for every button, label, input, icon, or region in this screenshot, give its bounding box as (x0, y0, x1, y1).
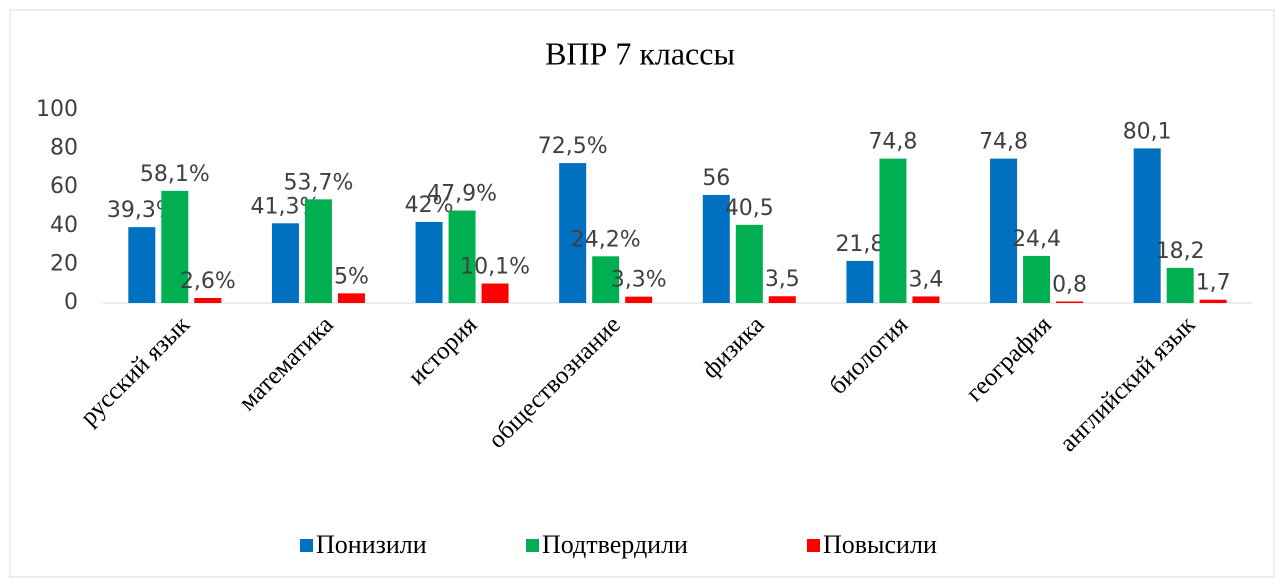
bar (990, 158, 1018, 303)
data-label: 72,5% (538, 134, 608, 159)
bar (1056, 301, 1084, 303)
data-label: 53,7% (283, 170, 353, 195)
bar (1166, 267, 1194, 303)
chart-title: ВПР 7 классы (545, 35, 735, 71)
bar (592, 256, 620, 303)
data-label: 80,1 (1123, 119, 1172, 144)
bar (194, 297, 222, 303)
bar (879, 158, 907, 303)
bar (448, 210, 476, 303)
bar (1199, 299, 1227, 303)
data-label: 1,7 (1196, 271, 1231, 296)
bar (559, 163, 587, 303)
bar (846, 260, 874, 303)
data-label: 5% (334, 264, 369, 289)
legend-label: Понизили (316, 530, 427, 559)
bar (415, 221, 443, 303)
bar (1133, 148, 1161, 303)
data-label: 21,8 (835, 232, 884, 257)
bar (735, 224, 763, 303)
data-label: 3,3% (611, 268, 667, 293)
data-label: 24,4 (1012, 227, 1061, 252)
data-label: 42% (405, 193, 454, 218)
bar (481, 283, 509, 303)
legend-label: Повысили (823, 530, 937, 559)
legend-label: Подтвердили (542, 530, 688, 559)
bar (304, 199, 332, 303)
bar (271, 223, 299, 303)
y-tick-label: 40 (50, 213, 78, 238)
legend-swatch (526, 539, 539, 552)
y-tick-label: 20 (50, 251, 78, 276)
data-label: 3,4 (908, 267, 943, 292)
bar (912, 296, 940, 303)
y-tick-label: 60 (50, 174, 78, 199)
data-label: 47,9% (427, 182, 497, 207)
data-label: 24,2% (571, 227, 641, 252)
data-label: 0,8 (1052, 272, 1087, 297)
data-label: 56 (702, 166, 730, 191)
chart-border (9, 9, 1275, 578)
data-label: 40,5 (725, 196, 774, 221)
bar (161, 190, 189, 303)
data-label: 10,1% (460, 255, 530, 280)
data-label: 74,8 (868, 130, 917, 155)
bar (337, 293, 365, 303)
legend-swatch (300, 539, 313, 552)
y-tick-label: 0 (64, 290, 78, 315)
bar (128, 227, 156, 303)
bar (1023, 255, 1051, 303)
y-tick-label: 100 (36, 97, 78, 122)
data-label: 74,8 (979, 130, 1028, 155)
data-label: 2,6% (180, 269, 236, 294)
bar (768, 296, 796, 303)
y-tick-label: 80 (50, 136, 78, 161)
bar (702, 194, 730, 303)
legend-swatch (807, 539, 820, 552)
data-label: 58,1% (140, 162, 210, 187)
bar (625, 296, 653, 303)
data-label: 3,5 (765, 267, 800, 292)
data-label: 18,2 (1156, 239, 1205, 264)
